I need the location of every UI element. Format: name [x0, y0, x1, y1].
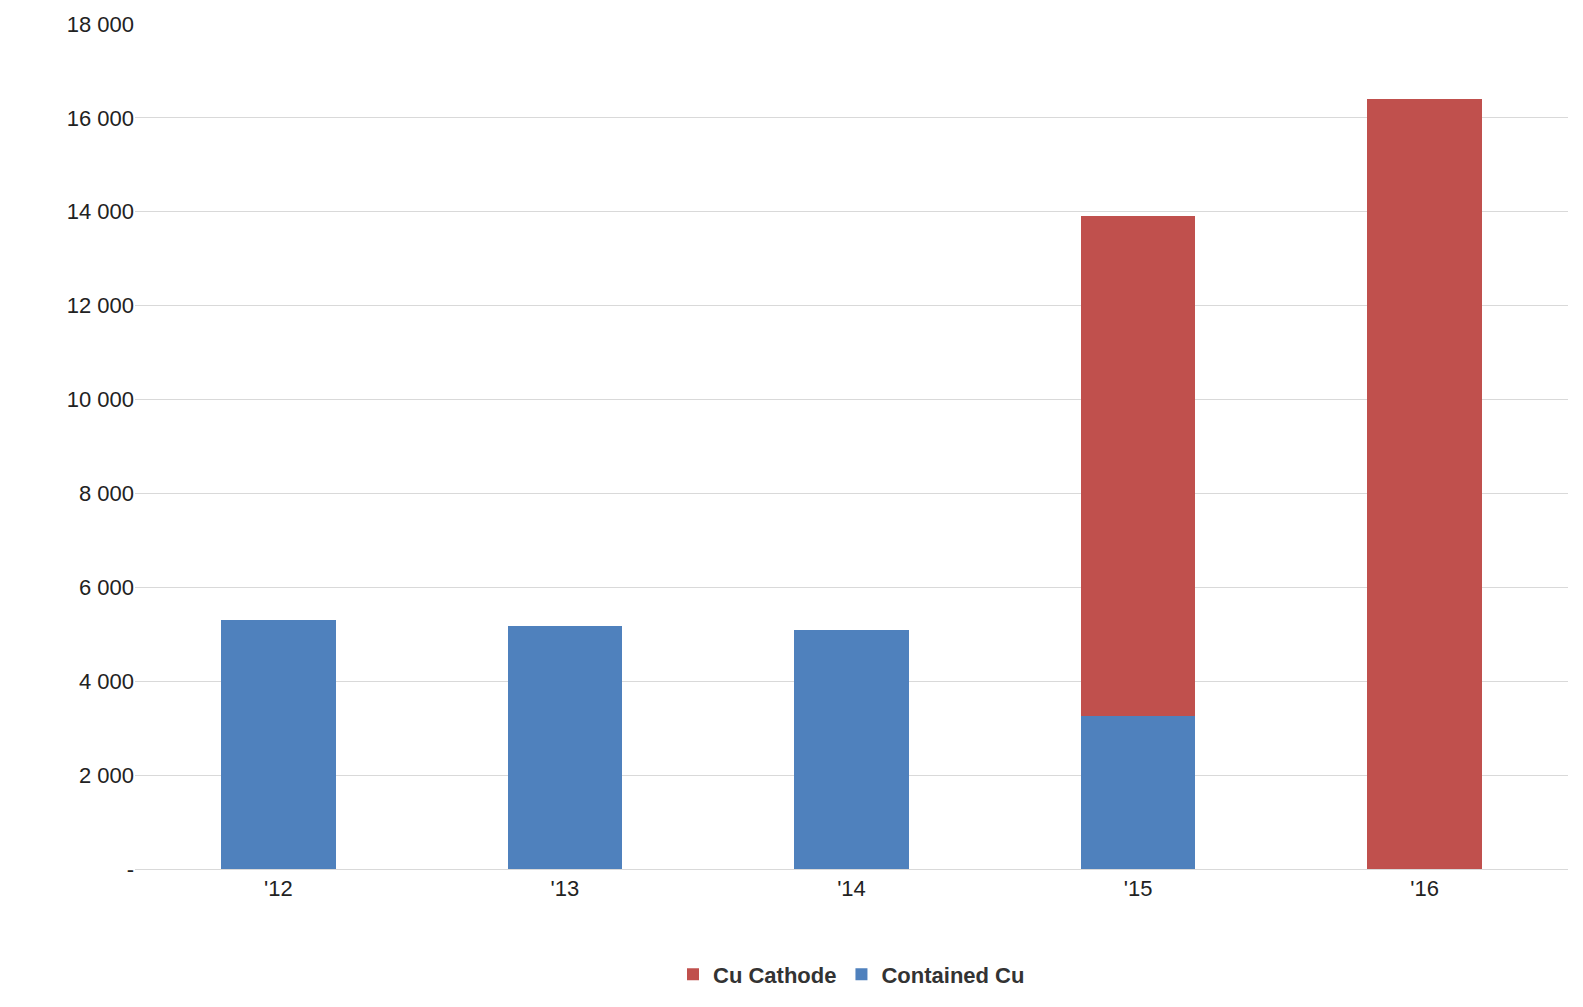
svg-text:Cu Cathode: Cu Cathode	[713, 963, 836, 988]
svg-text:4 000: 4 000	[79, 669, 134, 694]
svg-text:'15: '15	[1124, 876, 1153, 901]
svg-text:8 000: 8 000	[79, 481, 134, 506]
svg-text:'12: '12	[264, 876, 293, 901]
svg-text:'16: '16	[1410, 876, 1439, 901]
svg-text:10 000: 10 000	[67, 387, 134, 412]
svg-text:'14: '14	[837, 876, 866, 901]
svg-text:6 000: 6 000	[79, 575, 134, 600]
svg-text:-: -	[127, 857, 134, 882]
svg-text:14 000: 14 000	[67, 199, 134, 224]
svg-text:2 000: 2 000	[79, 763, 134, 788]
svg-text:12 000: 12 000	[67, 293, 134, 318]
svg-text:Contained Cu: Contained Cu	[881, 963, 1024, 988]
svg-text:16 000: 16 000	[67, 106, 134, 131]
svg-text:'13: '13	[551, 876, 580, 901]
svg-text:18 000: 18 000	[67, 12, 134, 37]
